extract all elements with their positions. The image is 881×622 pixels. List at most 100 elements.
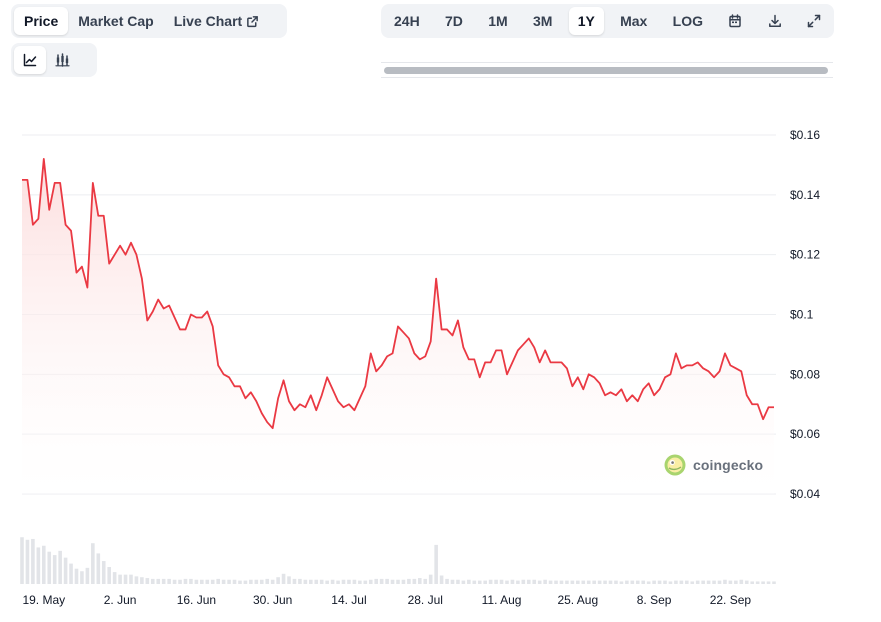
range-1y-label: 1Y — [577, 13, 595, 29]
scrollbar-thumb[interactable] — [384, 67, 828, 74]
range-1m[interactable]: 1M — [479, 7, 516, 35]
volume-bar — [298, 578, 302, 584]
volume-bar — [52, 555, 57, 584]
volume-bar — [36, 547, 41, 584]
volume-bar — [526, 579, 531, 584]
volume-bar — [723, 579, 727, 584]
volume-bar — [145, 578, 150, 584]
calendar-button[interactable] — [719, 7, 751, 35]
volume-bars — [20, 537, 776, 584]
x-tick-label: 28. Jul — [408, 593, 443, 607]
log-scale-toggle[interactable]: LOG — [664, 7, 712, 35]
volume-bar — [592, 580, 596, 584]
volume-bar — [390, 579, 395, 584]
price-area — [22, 158, 774, 494]
x-tick-label: 22. Sep — [710, 593, 752, 607]
volume-bar — [488, 579, 493, 584]
volume-bar — [47, 551, 52, 584]
coingecko-logo-icon — [664, 454, 686, 476]
navigator-scrollbar[interactable] — [381, 62, 833, 78]
volume-bar — [259, 579, 264, 584]
volume-bar — [744, 580, 749, 584]
volume-bar — [91, 543, 95, 584]
volume-bar — [167, 578, 171, 584]
volume-bar — [319, 579, 324, 584]
volume-bar — [178, 579, 182, 584]
volume-bar — [385, 578, 389, 584]
volume-bar — [396, 579, 400, 584]
download-button[interactable] — [759, 7, 791, 35]
volume-bar — [576, 580, 580, 584]
volume-bar — [439, 575, 444, 584]
volume-bar — [766, 581, 771, 584]
volume-bar — [123, 574, 128, 584]
y-axis-labels: $0.16 $0.14 $0.12 $0.1 $0.08 $0.06 $0.04 — [790, 128, 820, 501]
volume-bar — [249, 579, 253, 584]
volume-bar — [200, 579, 204, 584]
volume-bar — [521, 579, 526, 584]
tab-market-cap[interactable]: Market Cap — [68, 7, 163, 35]
x-tick-label: 8. Sep — [637, 593, 672, 607]
range-24h[interactable]: 24H — [385, 7, 429, 35]
line-chart-button[interactable] — [14, 46, 46, 74]
volume-bar — [287, 576, 291, 584]
volume-bar — [407, 578, 411, 584]
volume-bar — [646, 581, 651, 584]
volume-bar — [205, 579, 210, 584]
range-7d[interactable]: 7D — [436, 7, 472, 35]
volume-bar — [238, 580, 242, 584]
volume-bar — [706, 580, 711, 584]
y-tick-label: $0.08 — [790, 367, 820, 381]
volume-bar — [20, 537, 24, 584]
volume-bar — [630, 580, 635, 584]
range-3m[interactable]: 3M — [524, 7, 561, 35]
volume-bar — [450, 579, 455, 584]
volume-bar — [570, 580, 575, 584]
y-tick-label: $0.12 — [790, 248, 820, 262]
volume-bar — [690, 581, 695, 584]
volume-bar — [586, 580, 591, 584]
volume-bar — [194, 579, 199, 584]
watermark-text: coingecko — [693, 457, 764, 473]
volume-bar — [712, 580, 716, 584]
x-tick-label: 19. May — [22, 593, 65, 607]
volume-bar — [85, 567, 90, 584]
volume-bar — [532, 579, 537, 584]
tab-live-chart[interactable]: Live Chart — [164, 7, 269, 35]
tab-market-cap-label: Market Cap — [78, 13, 154, 29]
range-1y[interactable]: 1Y — [568, 7, 604, 35]
range-3m-label: 3M — [532, 13, 553, 29]
candlestick-chart-button[interactable] — [46, 46, 79, 74]
fullscreen-button[interactable] — [798, 7, 830, 35]
volume-bar — [134, 576, 139, 584]
volume-bar — [221, 579, 226, 584]
range-max[interactable]: Max — [611, 7, 656, 35]
volume-bar — [58, 550, 62, 584]
volume-bar — [461, 580, 466, 584]
volume-bar — [548, 580, 553, 584]
volume-bar — [216, 578, 220, 584]
volume-bar — [227, 579, 231, 584]
volume-bar — [25, 539, 30, 584]
volume-bar — [314, 579, 319, 584]
volume-bar — [41, 545, 46, 584]
x-tick-label: 16. Jun — [177, 593, 216, 607]
volume-bar — [761, 581, 765, 584]
volume-bar — [657, 580, 662, 584]
volume-bar — [276, 577, 280, 584]
volume-bar — [614, 580, 618, 584]
volume-bar — [265, 578, 270, 584]
calendar-icon — [729, 14, 742, 28]
volume-bar — [118, 574, 122, 584]
volume-bar — [161, 578, 166, 584]
tab-price[interactable]: Price — [14, 7, 69, 35]
chart-type-group — [11, 43, 97, 77]
volume-bar — [303, 579, 308, 584]
x-tick-label: 11. Aug — [482, 593, 522, 607]
volume-bar — [499, 579, 504, 584]
coingecko-watermark: coingecko — [664, 454, 763, 476]
tab-live-chart-label: Live Chart — [173, 13, 243, 29]
volume-bar — [363, 580, 368, 584]
volume-bar — [755, 581, 760, 584]
volume-bar — [668, 581, 673, 584]
